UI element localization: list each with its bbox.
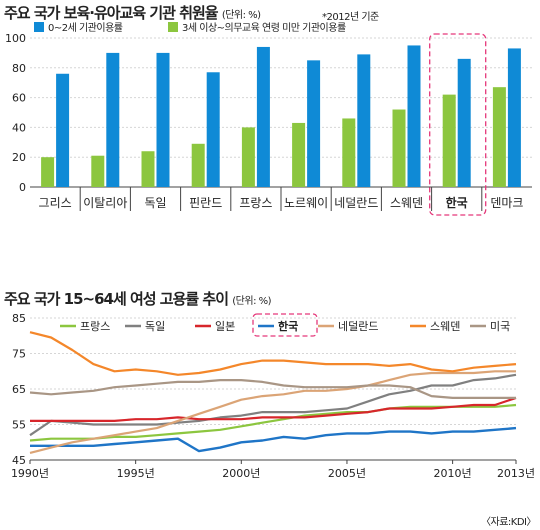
legend-highlight-box	[252, 313, 318, 337]
y-tick-label: 20	[12, 151, 26, 164]
y-tick-label: 80	[12, 62, 26, 75]
y-tick-label: 65	[12, 383, 26, 396]
bar	[292, 122, 306, 187]
x-tick-label: 2010년	[434, 467, 472, 480]
bar	[256, 46, 270, 187]
y-tick-label: 100	[5, 32, 26, 45]
bar-chart-unit: (단위: %)	[221, 10, 261, 21]
bar	[507, 48, 521, 188]
x-tick-label: 1990년	[11, 467, 49, 480]
bar-chart-title: 주요 국가 보육·유아교육 기관 취원율 (단위: %)	[4, 4, 261, 22]
x-tick-label: 한국	[446, 195, 468, 210]
x-tick-label: 이탈리아	[83, 196, 127, 210]
x-tick-label: 1995년	[117, 467, 155, 480]
bar	[56, 73, 70, 187]
bar	[191, 143, 205, 187]
series-line	[30, 396, 517, 422]
y-tick-label: 60	[12, 92, 26, 105]
bar	[342, 118, 356, 187]
series-line	[29, 373, 517, 437]
legend-label: 0~2세 기관이용률	[48, 22, 123, 34]
legend-label: 프랑스	[80, 320, 110, 333]
x-tick-label: 2005년	[328, 467, 366, 480]
x-tick-label: 프랑스	[239, 196, 272, 210]
bar-chart-note: *2012년 기준	[322, 12, 379, 23]
legend-label: 일본	[215, 319, 235, 333]
highlight-box	[429, 33, 487, 216]
x-tick-label: 네덜란드	[334, 196, 378, 210]
y-tick-label: 75	[12, 348, 26, 361]
bar	[407, 45, 421, 188]
bar	[241, 127, 255, 187]
bar	[392, 109, 406, 187]
legend-label: 네덜란드	[338, 320, 378, 333]
bar-chart: 0 20 40 60 80 100 그리스 이탈리아 독일 핀란드 프랑스 노르웨이 네덜란드 스웨덴 한국…	[5, 22, 532, 216]
y-tick-label: 45	[12, 454, 26, 467]
line-chart-title: 주요 국가 15~64세 여성 고용률 추이 (단위: %)	[4, 290, 272, 308]
legend-label: 3세 이상~의무교육 연령 미만 기관이용률	[182, 22, 346, 34]
legend-label: 독일	[145, 319, 165, 333]
y-tick-label: 0	[19, 181, 26, 194]
x-tick-label: 2013년	[497, 467, 535, 480]
bar	[156, 52, 170, 188]
bar	[307, 60, 321, 187]
bar	[206, 72, 220, 187]
series-line	[29, 331, 517, 376]
bar	[442, 94, 456, 187]
source-note: 〈자료:KDI〉	[481, 517, 536, 528]
series-line	[29, 378, 516, 400]
x-tick-label: 덴마크	[490, 196, 523, 210]
bar	[141, 151, 155, 187]
legend-label: 한국	[278, 319, 298, 333]
bar	[357, 54, 371, 187]
x-tick-label: 그리스	[39, 196, 72, 210]
series-line	[30, 426, 517, 453]
y-tick-label: 55	[12, 419, 26, 432]
legend-swatch	[168, 22, 178, 32]
x-tick-label: 2000년	[222, 467, 260, 480]
x-tick-label: 핀란드	[189, 196, 222, 210]
line-chart-unit: (단위: %)	[232, 296, 272, 307]
x-tick-label: 노르웨이	[284, 196, 328, 210]
x-tick-label: 독일	[144, 196, 166, 210]
bar	[492, 87, 506, 187]
x-tick-label: 스웨덴	[390, 196, 423, 210]
line-chart: 45 55 65 75 85 1990년 1995년 2000년 2005년 2010년 2013년…	[11, 312, 535, 480]
series-line	[29, 370, 516, 454]
legend-label: 스웨덴	[430, 320, 460, 333]
bar	[41, 157, 55, 187]
bar	[457, 58, 471, 187]
legend-label: 미국	[490, 320, 510, 333]
y-tick-label: 40	[12, 121, 26, 134]
series-line	[29, 403, 517, 442]
y-tick-label: 85	[12, 312, 26, 325]
legend-swatch	[34, 22, 44, 32]
bar	[106, 52, 120, 188]
bar	[91, 155, 105, 187]
